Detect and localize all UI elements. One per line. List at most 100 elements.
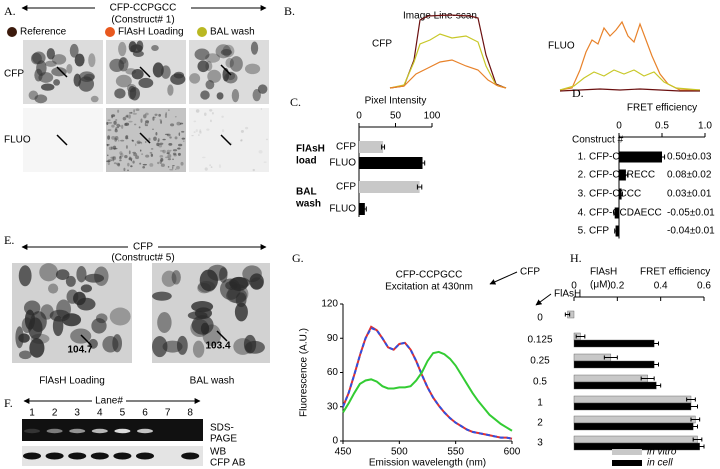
lane-number: 7 xyxy=(165,408,171,419)
legend-label: in cell xyxy=(647,458,673,469)
panel-label: C. xyxy=(290,95,301,109)
cell xyxy=(169,149,172,152)
cell xyxy=(21,317,33,334)
cell xyxy=(115,74,132,88)
cell xyxy=(107,119,111,121)
cell xyxy=(133,109,135,113)
cell xyxy=(172,166,174,170)
cell xyxy=(207,69,222,83)
row-label: CFP xyxy=(4,69,24,80)
cell xyxy=(66,289,79,304)
legend-label: in vitro xyxy=(647,447,677,458)
cell xyxy=(209,109,213,112)
cell xyxy=(123,123,128,126)
category-label: CFP xyxy=(589,226,609,237)
legend-dot xyxy=(105,27,115,37)
lane-number: 4 xyxy=(97,408,103,419)
panel-subtitle: (Construct# 1) xyxy=(111,15,174,26)
cell xyxy=(164,113,168,118)
x-axis-label: Emission wavelength (nm) xyxy=(369,458,486,469)
cell xyxy=(252,168,255,172)
cell xyxy=(135,108,140,112)
cell xyxy=(150,148,154,150)
x-tick-label: 500 xyxy=(391,447,408,458)
cell xyxy=(106,121,109,125)
cell xyxy=(160,65,171,79)
cell xyxy=(111,124,115,128)
cell xyxy=(138,126,141,129)
bar xyxy=(619,151,662,163)
cell xyxy=(166,152,170,155)
scan-curve xyxy=(559,69,701,91)
scan-label: FLUO xyxy=(548,41,575,52)
cell xyxy=(250,277,264,290)
error-bar xyxy=(381,144,386,150)
cell xyxy=(167,165,170,168)
cell xyxy=(221,115,224,118)
lane-number: 2 xyxy=(52,408,58,419)
cell xyxy=(51,67,67,77)
label-bg xyxy=(128,241,158,253)
cell xyxy=(150,153,154,157)
cell xyxy=(116,126,120,129)
y-tick-label: 0 xyxy=(332,436,338,447)
cell xyxy=(229,56,243,72)
micrographs xyxy=(12,40,270,466)
cell xyxy=(197,60,210,73)
intensity-value: 103.4 xyxy=(205,341,230,352)
cell xyxy=(118,57,129,72)
cell xyxy=(202,156,206,159)
cell xyxy=(211,111,214,115)
category-label: 2 xyxy=(537,418,543,429)
cell xyxy=(140,118,143,123)
error-bar xyxy=(419,160,426,166)
category-label: 3 xyxy=(537,438,543,449)
cell xyxy=(114,137,117,142)
gel-band xyxy=(45,452,64,460)
group-label: wash xyxy=(295,199,321,210)
cell xyxy=(205,53,221,63)
cell xyxy=(175,168,177,171)
error-bar xyxy=(649,362,659,367)
series-line xyxy=(342,350,513,432)
cell xyxy=(34,94,48,104)
cell xyxy=(146,122,149,125)
cell xyxy=(61,313,82,327)
cell xyxy=(76,297,96,311)
pointer-mark xyxy=(220,64,232,76)
cell xyxy=(204,112,207,116)
cell xyxy=(183,140,185,142)
x-tick-label: 0.5 xyxy=(655,121,669,132)
error-bar xyxy=(692,437,703,442)
x-tick-label: 550 xyxy=(447,447,464,458)
cell xyxy=(117,163,121,167)
cell xyxy=(118,41,127,57)
row-number: 1. xyxy=(578,152,586,163)
legend-dot xyxy=(197,27,207,37)
axis-label: Construct # xyxy=(572,135,624,146)
cell xyxy=(130,165,133,168)
cell xyxy=(36,60,47,76)
pointer-mark xyxy=(220,134,232,146)
gel-band xyxy=(113,452,132,460)
cell xyxy=(19,350,32,360)
gel-band xyxy=(181,452,200,460)
cell xyxy=(132,113,137,115)
cell xyxy=(172,149,178,152)
category-label: CFP-CCCC xyxy=(589,189,641,200)
x-tick-label: 100 xyxy=(424,111,441,122)
cell xyxy=(107,122,113,124)
value-label: -0.04±0.01 xyxy=(667,226,715,237)
x-tick-label: 50 xyxy=(390,111,402,122)
cell xyxy=(55,269,70,280)
category-label: 0.5 xyxy=(533,377,547,388)
cell xyxy=(210,119,212,123)
cell xyxy=(181,137,186,140)
cell xyxy=(168,109,170,111)
cell xyxy=(224,72,238,84)
cell xyxy=(149,152,153,154)
y-tick-label: 60 xyxy=(327,367,339,378)
cell xyxy=(128,150,131,155)
